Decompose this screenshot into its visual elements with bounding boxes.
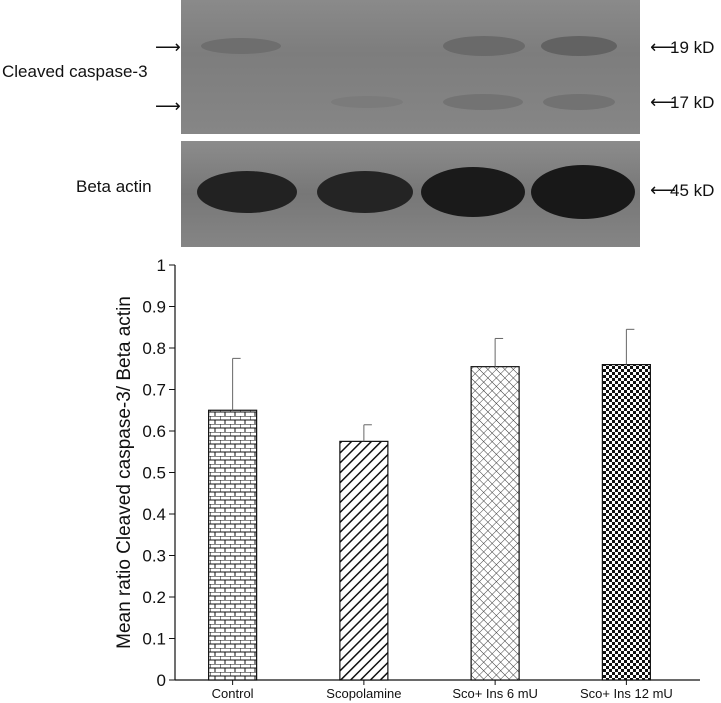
band-actin-control bbox=[197, 171, 297, 213]
cleaved-caspase-label: Cleaved caspase-3 bbox=[2, 62, 148, 81]
beta-actin-label: Beta actin bbox=[76, 177, 152, 196]
band-19kd-sco-ins6 bbox=[443, 36, 525, 56]
band-17kd-sco-ins6 bbox=[443, 94, 523, 110]
y-tick-label: 1 bbox=[157, 256, 166, 275]
band-17kd-scopolamine bbox=[331, 96, 403, 108]
arrow-left-icon: ⟵ bbox=[650, 92, 676, 112]
band-19kd-control bbox=[201, 38, 281, 54]
blot-panel-caspase bbox=[181, 0, 640, 134]
band-actin-sco-ins12 bbox=[531, 165, 635, 219]
y-tick-label: 0.6 bbox=[142, 422, 166, 441]
marker-17kd-label: 17 kD bbox=[670, 93, 715, 112]
y-tick-label: 0.8 bbox=[142, 339, 166, 358]
marker-45kd-label: 45 kD bbox=[670, 181, 715, 200]
bar-3 bbox=[601, 364, 651, 681]
x-tick-label: Sco+ Ins 6 mU bbox=[452, 686, 538, 701]
arrow-right-icon: ⟶ bbox=[155, 37, 181, 57]
arrow-left-icon: ⟵ bbox=[650, 37, 676, 57]
x-tick-label: Scopolamine bbox=[326, 686, 401, 701]
arrow-left-icon: ⟵ bbox=[650, 180, 676, 200]
y-tick-label: 0.4 bbox=[142, 505, 166, 524]
band-17kd-sco-ins12 bbox=[543, 94, 615, 110]
y-tick-label: 0.1 bbox=[142, 630, 166, 649]
x-tick-label: Control bbox=[212, 686, 254, 701]
y-axis-label: Mean ratio Cleaved caspase-3/ Beta actin bbox=[114, 296, 135, 649]
y-tick-label: 0 bbox=[157, 671, 166, 690]
y-tick-label: 0.3 bbox=[142, 547, 166, 566]
band-19kd-sco-ins12 bbox=[541, 36, 617, 56]
marker-19kd-label: 19 kD bbox=[670, 38, 715, 57]
x-tick-label: Sco+ Ins 12 mU bbox=[580, 686, 673, 701]
y-tick-label: 0.9 bbox=[142, 298, 166, 317]
y-tick-label: 0.5 bbox=[142, 464, 166, 483]
y-tick-label: 0.7 bbox=[142, 381, 166, 400]
arrow-right-icon: ⟶ bbox=[155, 96, 181, 116]
blot-panel-actin bbox=[181, 141, 640, 247]
y-tick-label: 0.2 bbox=[142, 588, 166, 607]
bar-2 bbox=[470, 366, 520, 681]
band-actin-scopolamine bbox=[317, 171, 413, 213]
bar-1 bbox=[339, 440, 389, 681]
band-actin-sco-ins6 bbox=[421, 167, 525, 217]
bar-0 bbox=[208, 409, 258, 681]
